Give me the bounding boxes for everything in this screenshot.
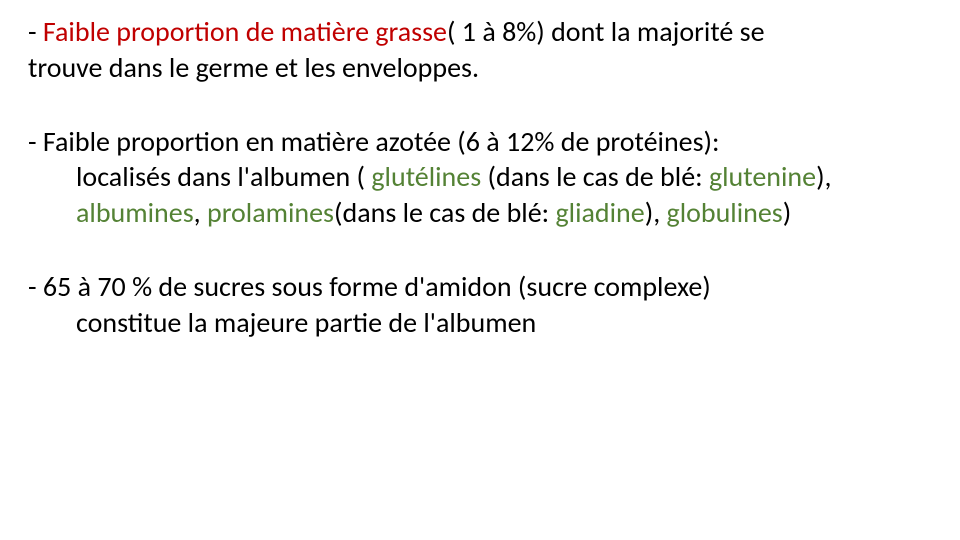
dash-icon: - [28, 124, 43, 159]
bullet-1-line-1: - Faible proportion de matière grasse( 1… [28, 14, 932, 50]
slide: - Faible proportion de matière grasse( 1… [0, 0, 960, 540]
b2-l3-term-2: prolamines [207, 195, 334, 230]
bullet-2-line-2: localisés dans l'albumen ( glutélines (d… [28, 159, 932, 195]
b2-l3-term-1: albumines [76, 195, 194, 230]
bullet-2: - Faible proportion en matière azotée (6… [28, 124, 932, 231]
bullet-2-line-1-text: Faible proportion en matière azotée (6 à… [43, 124, 720, 159]
dash-icon: - [28, 269, 43, 304]
b2-l3-sep2: ), [645, 195, 667, 230]
b2-l2-pre: localisés dans l'albumen ( [76, 159, 371, 194]
bullet-1: - Faible proportion de matière grasse( 1… [28, 14, 932, 86]
bullet-3-line-1: - 65 à 70 % de sucres sous forme d'amido… [28, 269, 932, 305]
b2-l3-mid: (dans le cas de blé: [334, 195, 555, 230]
b2-l3-sep1: , [194, 195, 207, 230]
b2-l2-mid1: (dans le cas de blé: [481, 159, 709, 194]
b2-l2-term-2: glutenine [709, 159, 816, 194]
bullet-1-seg-red: Faible proportion de matière grasse [43, 14, 447, 49]
b2-l3-tail: ) [783, 195, 792, 230]
bullet-2-line-1: - Faible proportion en matière azotée (6… [28, 124, 932, 160]
bullet-3: - 65 à 70 % de sucres sous forme d'amido… [28, 269, 932, 341]
dash-icon: - [28, 14, 43, 49]
bullet-3-line-1-text: 65 à 70 % de sucres sous forme d'amidon … [43, 269, 711, 304]
bullet-1-line-2: trouve dans le germe et les enveloppes. [28, 50, 932, 86]
b2-l2-tail: ), [816, 159, 831, 194]
bullet-2-line-3: albumines, prolamines(dans le cas de blé… [28, 195, 932, 231]
bullet-1-seg-black: ( 1 à 8%) dont la majorité se [447, 14, 765, 49]
b2-l2-term-1: glutélines [371, 159, 481, 194]
b2-l3-term-3: gliadine [555, 195, 644, 230]
b2-l3-term-4: globulines [667, 195, 783, 230]
bullet-3-line-2: constitue la majeure partie de l'albumen [28, 305, 932, 341]
